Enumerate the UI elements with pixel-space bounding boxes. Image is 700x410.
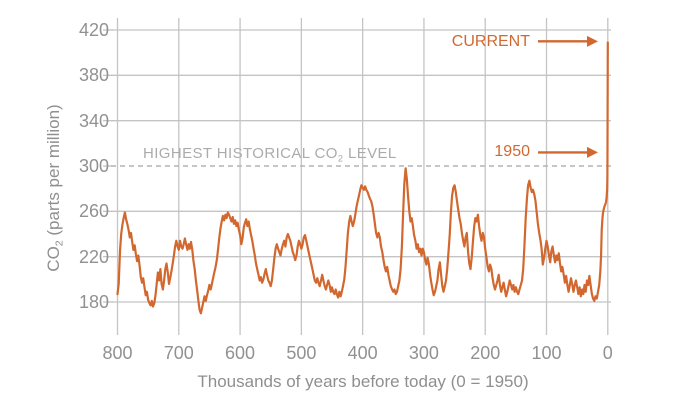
- current-arrow-head: [587, 35, 598, 47]
- x-tick-label-100: 100: [531, 343, 562, 363]
- y-tick-label-380: 380: [78, 65, 109, 86]
- x-tick-label-0: 0: [602, 343, 613, 363]
- x-tick-label-800: 800: [102, 343, 133, 363]
- y-tick-label-260: 260: [78, 201, 109, 222]
- x-tick-label-600: 600: [225, 343, 256, 363]
- x-tick-label-300: 300: [408, 343, 439, 363]
- x-axis-title: Thousands of years before today (0 = 195…: [197, 372, 529, 391]
- threshold-label-text-2: LEVEL: [343, 145, 397, 162]
- y-axis-title: CO2 (parts per million): [43, 72, 66, 304]
- threshold-label-text: HIGHEST HISTORICAL CO: [143, 145, 338, 162]
- y-tick-label-420: 420: [78, 20, 109, 40]
- co2-line-series: [116, 41, 609, 315]
- y-tick-label-300: 300: [78, 156, 109, 176]
- threshold-label-subscript: 2: [337, 153, 344, 164]
- annotation-current-label: CURRENT: [451, 33, 530, 50]
- y-tick-label-180: 180: [78, 292, 109, 312]
- y-tick-label-220: 220: [78, 246, 109, 267]
- threshold-label: HIGHEST HISTORICAL CO2 LEVEL: [143, 145, 397, 163]
- x-tick-label-200: 200: [470, 343, 501, 363]
- y-axis-title-text-2: (parts per million): [44, 104, 63, 241]
- y-tick-label-340: 340: [78, 110, 109, 131]
- annotation-1950-label: 1950: [494, 143, 530, 160]
- x-tick-label-400: 400: [347, 343, 378, 363]
- y-axis-title-subscript: 2: [53, 240, 66, 247]
- x-tick-label-500: 500: [286, 343, 317, 363]
- x-tick-label-700: 700: [163, 343, 194, 363]
- y-axis-title-text: CO: [44, 246, 63, 272]
- 1950-arrow-head: [587, 146, 598, 158]
